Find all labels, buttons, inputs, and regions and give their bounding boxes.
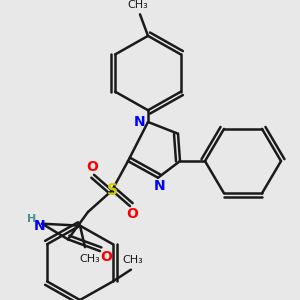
Text: CH₃: CH₃ bbox=[128, 0, 148, 10]
Text: H: H bbox=[27, 214, 37, 224]
Text: CH₃: CH₃ bbox=[80, 254, 100, 264]
Text: N: N bbox=[34, 219, 46, 233]
Text: O: O bbox=[86, 160, 98, 174]
Text: O: O bbox=[100, 250, 112, 264]
Text: S: S bbox=[106, 183, 118, 198]
Text: N: N bbox=[154, 178, 166, 193]
Text: CH₃: CH₃ bbox=[122, 255, 143, 265]
Text: N: N bbox=[134, 115, 146, 129]
Text: O: O bbox=[126, 207, 138, 221]
